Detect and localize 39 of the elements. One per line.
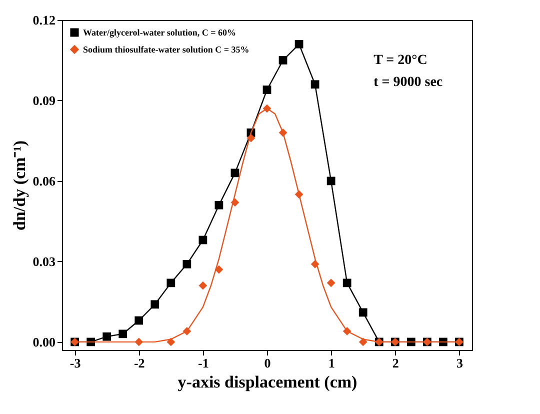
y-tick-label: 0.03 — [32, 254, 56, 269]
point — [198, 236, 208, 244]
x-tick-label: 0 — [264, 356, 271, 370]
point — [278, 56, 288, 64]
x-tick-label: 2 — [392, 356, 399, 370]
point — [230, 168, 240, 178]
point — [134, 316, 144, 325]
x-tick-label: -1 — [198, 356, 209, 370]
y-tick-label: 0.06 — [32, 173, 56, 188]
point — [198, 281, 208, 290]
annotation: T = 20°C — [374, 53, 428, 68]
point — [342, 278, 352, 288]
point — [214, 265, 224, 274]
y-axis-title: dn/dy (cm⁻¹) — [10, 140, 29, 230]
point — [182, 260, 192, 268]
point — [310, 80, 320, 89]
x-axis-title: y-axis displacement (cm) — [178, 372, 358, 392]
y-tick-label: 0.09 — [32, 92, 56, 108]
x-tick-label: -2 — [134, 356, 145, 370]
point — [166, 338, 176, 346]
point — [118, 330, 128, 338]
x-tick-label: 1 — [328, 356, 335, 370]
x-tick-label: 3 — [456, 356, 464, 370]
point — [358, 308, 368, 317]
legend-label: Water/glycerol-water solution, C = 60% — [83, 28, 236, 38]
y-tick-label: 0.00 — [32, 334, 56, 350]
point — [294, 40, 304, 48]
point — [214, 200, 224, 210]
x-tick-label: -3 — [70, 356, 82, 370]
annotation: t = 9000 sec — [374, 75, 443, 90]
point — [326, 278, 336, 288]
point — [358, 338, 368, 346]
point — [262, 86, 272, 94]
point — [102, 332, 112, 341]
legend-label: Sodium thiosulfate-water solution C = 35% — [83, 44, 250, 54]
y-tick-label: 0.12 — [32, 12, 56, 28]
point — [166, 278, 176, 288]
point — [150, 300, 160, 309]
point — [326, 176, 336, 186]
